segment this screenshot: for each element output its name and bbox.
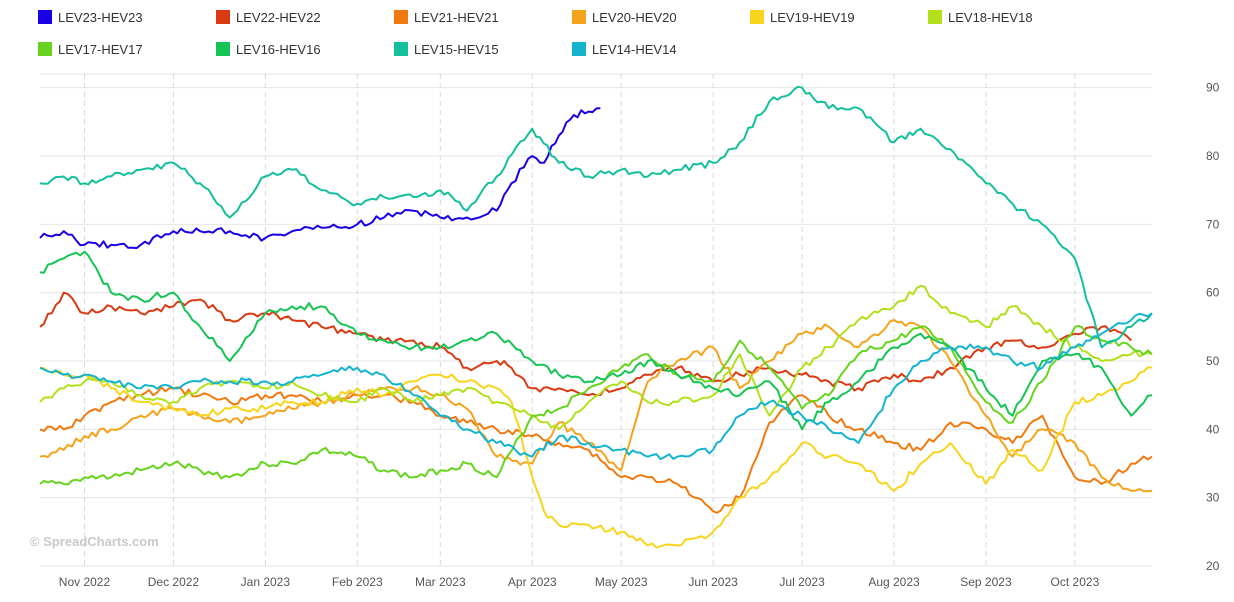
chart-legend: LEV23-HEV23 LEV22-HEV22 LEV21-HEV21 LEV20-H… (38, 6, 1228, 68)
legend-label: LEV22-HEV22 (236, 9, 321, 25)
x-tick-label: Jul 2023 (779, 575, 825, 589)
legend-label: LEV19-HEV19 (770, 9, 855, 25)
x-tick-label: Aug 2023 (868, 575, 920, 589)
legend-item[interactable]: LEV15-HEV15 (394, 38, 499, 60)
x-tick-label: Apr 2023 (508, 575, 557, 589)
legend-swatch (572, 10, 586, 24)
legend-swatch (38, 42, 52, 56)
series-line (39, 291, 1132, 397)
series-line (39, 85, 1153, 349)
legend-label: LEV18-HEV18 (948, 9, 1033, 25)
legend-item[interactable]: LEV14-HEV14 (572, 38, 677, 60)
legend-item[interactable]: LEV22-HEV22 (216, 6, 321, 28)
x-tick-label: Feb 2023 (332, 575, 383, 589)
series-line (39, 284, 1153, 431)
series-layer (39, 85, 1153, 549)
y-tick-label: 20 (1206, 559, 1220, 573)
legend-swatch (572, 42, 586, 56)
legend-item[interactable]: LEV16-HEV16 (216, 38, 321, 60)
x-tick-label: May 2023 (595, 575, 648, 589)
watermark: © SpreadCharts.com (30, 534, 159, 549)
series-line (39, 250, 1153, 431)
series-line (39, 312, 1153, 461)
x-tick-label: Jun 2023 (688, 575, 738, 589)
legend-swatch (928, 10, 942, 24)
series-line (39, 319, 1153, 493)
x-tick-label: Dec 2022 (148, 575, 200, 589)
vertical-gridlines (83, 74, 1076, 566)
x-tick-label: Mar 2023 (415, 575, 466, 589)
series-line (39, 386, 1153, 514)
y-tick-label: 70 (1206, 217, 1220, 231)
y-tick-label: 40 (1206, 422, 1220, 436)
legend-label: LEV20-HEV20 (592, 9, 677, 25)
y-tick-label: 60 (1206, 286, 1220, 300)
x-tick-label: Sep 2023 (960, 575, 1012, 589)
legend-item[interactable]: LEV20-HEV20 (572, 6, 677, 28)
legend-item[interactable]: LEV23-HEV23 (38, 6, 143, 28)
legend-swatch (394, 42, 408, 56)
legend-swatch (394, 10, 408, 24)
series-line (39, 366, 1153, 549)
y-tick-label: 50 (1206, 354, 1220, 368)
legend-label: LEV21-HEV21 (414, 9, 499, 25)
y-tick-label: 30 (1206, 491, 1220, 505)
series-line (39, 324, 1153, 486)
legend-item[interactable]: LEV17-HEV17 (38, 38, 143, 60)
axis-layer: 20 30 40 50 60 70 80 90 Nov 2022 Dec 2022 Jan 2023… (59, 81, 1220, 589)
legend-item[interactable]: LEV21-HEV21 (394, 6, 499, 28)
legend-label: LEV17-HEV17 (58, 41, 143, 57)
x-tick-label: Oct 2023 (1051, 575, 1100, 589)
horizontal-gridlines (40, 73, 1152, 567)
legend-swatch (216, 42, 230, 56)
series-line (39, 107, 601, 250)
legend-item[interactable]: LEV18-HEV18 (928, 6, 1033, 28)
legend-item[interactable]: LEV19-HEV19 (750, 6, 855, 28)
y-tick-label: 80 (1206, 149, 1220, 163)
legend-label: LEV14-HEV14 (592, 41, 677, 57)
legend-label: LEV23-HEV23 (58, 9, 143, 25)
legend-label: LEV16-HEV16 (236, 41, 321, 57)
legend-label: LEV15-HEV15 (414, 41, 499, 57)
y-tick-label: 90 (1206, 81, 1220, 95)
x-tick-label: Jan 2023 (241, 575, 291, 589)
x-tick-label: Nov 2022 (59, 575, 111, 589)
legend-swatch (750, 10, 764, 24)
legend-swatch (38, 10, 52, 24)
legend-swatch (216, 10, 230, 24)
